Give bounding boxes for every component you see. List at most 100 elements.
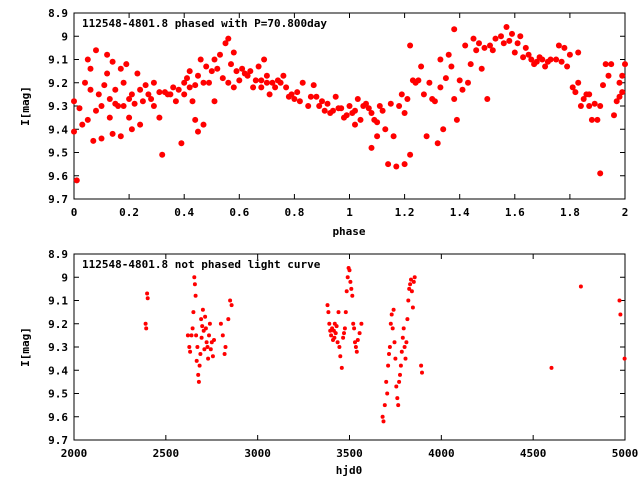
x-tick-label: 1.6 — [505, 206, 525, 219]
data-point — [197, 56, 204, 63]
data-point — [440, 126, 447, 133]
data-point — [197, 363, 202, 368]
data-point — [549, 365, 554, 370]
data-point — [134, 70, 141, 77]
x-tick-label: 4500 — [520, 447, 547, 460]
data-point — [332, 335, 337, 340]
data-point — [79, 121, 86, 128]
data-point — [203, 326, 208, 331]
data-point — [481, 44, 488, 51]
data-point — [230, 84, 237, 91]
data-point — [261, 56, 268, 63]
data-point — [193, 293, 198, 298]
data-point — [233, 68, 240, 75]
data-point — [558, 58, 565, 65]
data-point — [342, 331, 346, 336]
data-point — [387, 100, 394, 107]
data-point — [602, 61, 609, 68]
data-point — [387, 345, 392, 349]
data-point — [352, 326, 357, 331]
y-tick-label: 9.4 — [48, 364, 68, 377]
data-point — [156, 114, 163, 121]
data-point — [228, 61, 234, 68]
data-point — [208, 68, 215, 75]
data-point — [145, 291, 150, 296]
data-point — [465, 79, 471, 86]
data-point — [283, 84, 290, 91]
data-point — [112, 86, 119, 93]
data-point — [415, 77, 422, 84]
data-point — [547, 56, 554, 63]
x-tick-label: 0.6 — [229, 206, 249, 219]
data-point — [84, 116, 91, 123]
y-tick-label: 9.2 — [48, 318, 68, 331]
data-point — [288, 91, 295, 98]
data-point — [500, 40, 507, 47]
data-point — [396, 403, 401, 408]
data-point — [120, 79, 127, 86]
data-point — [206, 356, 211, 361]
data-point — [403, 356, 408, 361]
data-point — [324, 100, 331, 107]
data-point — [442, 75, 449, 82]
data-point — [230, 49, 237, 56]
x-tick-label: 1 — [346, 206, 353, 219]
data-point — [313, 93, 320, 100]
data-point — [148, 96, 155, 102]
data-point — [392, 340, 397, 345]
data-point — [420, 370, 424, 375]
data-point — [192, 82, 199, 89]
data-point — [109, 130, 116, 137]
data-point — [207, 321, 212, 326]
data-point — [299, 79, 306, 86]
data-point — [200, 79, 207, 86]
data-point — [388, 321, 393, 326]
data-point — [353, 340, 357, 345]
data-point — [506, 37, 513, 44]
y-tick-label: 9.5 — [48, 147, 68, 160]
data-point — [404, 96, 411, 102]
data-point — [189, 333, 194, 338]
data-point — [192, 275, 197, 280]
data-point — [553, 56, 560, 63]
data-point — [407, 286, 412, 291]
data-point — [354, 96, 361, 102]
data-point — [76, 105, 83, 112]
data-point — [600, 82, 606, 89]
phased-light-curve-panel: 112548-4801.8 phased with P=70.800day ph… — [19, 7, 628, 238]
data-point — [382, 126, 389, 133]
data-point — [437, 56, 444, 63]
data-point — [389, 312, 394, 317]
y-tick-label: 9 — [61, 30, 68, 43]
data-point — [98, 103, 105, 109]
data-point — [239, 65, 246, 72]
data-point — [192, 116, 199, 123]
x-axis-title: phase — [332, 225, 365, 238]
data-point — [351, 321, 356, 326]
y-axis-title: I[mag] — [19, 86, 32, 126]
data-point — [478, 65, 485, 72]
data-point — [451, 26, 458, 33]
data-point — [406, 298, 411, 303]
data-point — [203, 63, 210, 70]
data-point — [93, 47, 99, 54]
data-point — [344, 289, 349, 294]
data-point — [511, 49, 518, 56]
data-point — [333, 331, 338, 336]
data-point — [310, 82, 317, 89]
data-point — [205, 345, 210, 349]
data-point — [564, 63, 571, 70]
x-tick-label: 2 — [622, 206, 629, 219]
data-point — [419, 363, 424, 368]
data-point — [211, 98, 218, 105]
data-point — [569, 84, 576, 91]
data-point — [509, 30, 515, 37]
data-point — [87, 86, 94, 93]
data-point — [395, 396, 400, 401]
data-point — [332, 93, 339, 100]
plot-title: 112548-4801.8 not phased light curve — [82, 258, 321, 271]
data-point — [269, 79, 276, 86]
data-point — [228, 298, 233, 303]
data-point — [106, 96, 113, 102]
